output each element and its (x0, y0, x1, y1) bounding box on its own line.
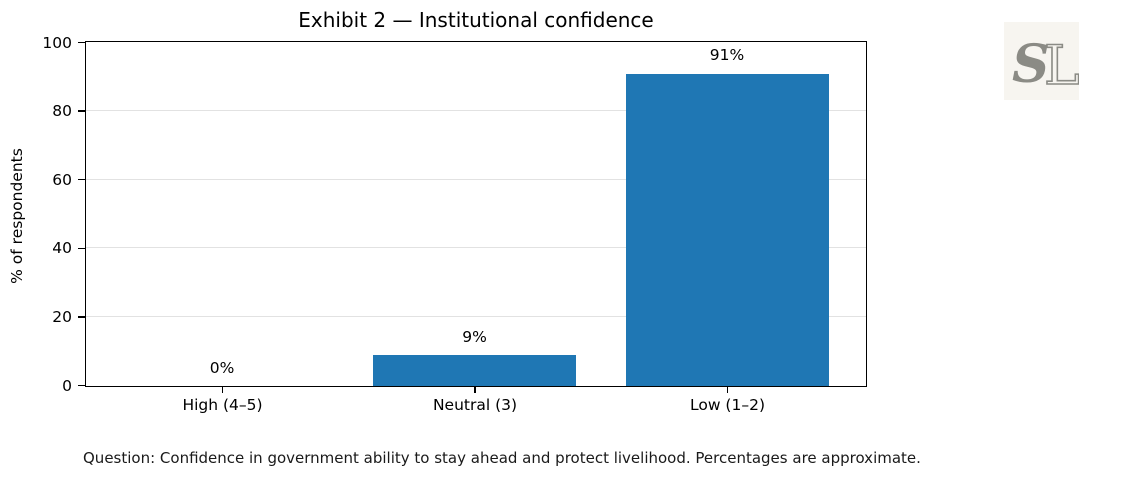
gridline (86, 178, 866, 180)
y-tick-mark (78, 384, 85, 387)
logo-background (1004, 22, 1079, 100)
y-tick-label: 80 (52, 102, 72, 121)
bar-neutral (373, 355, 576, 386)
bar-value-label: 9% (462, 327, 487, 346)
y-tick-mark (78, 41, 85, 44)
y-tick-label: 40 (52, 239, 72, 258)
gridline (86, 247, 866, 249)
y-tick-label: 20 (52, 307, 72, 326)
x-tick-mark (474, 387, 476, 393)
logo-letter-l-icon: L (1044, 34, 1079, 97)
plot-area: 0% 9% 91% (85, 41, 867, 387)
bar-value-label: 91% (709, 46, 745, 65)
chart-title: Exhibit 2 — Institutional confidence (298, 8, 654, 32)
y-tick-mark (78, 316, 85, 318)
x-tick-label: Neutral (3) (432, 396, 518, 414)
x-tick-label: Low (1–2) (689, 396, 766, 414)
gridline (86, 315, 866, 317)
chart-footnote-caption: Question: Confidence in government abili… (83, 449, 921, 467)
logo-monogram-graphic: S L (1004, 22, 1079, 100)
x-tick-mark (221, 387, 224, 393)
y-tick-mark (78, 110, 85, 112)
x-tick-label: High (4–5) (182, 396, 263, 414)
logo-letter-s-icon: S (1012, 34, 1050, 95)
y-tick-label: 0 (62, 376, 72, 395)
y-tick-mark (78, 247, 85, 250)
gridline (86, 110, 866, 112)
y-tick-label: 60 (52, 170, 72, 189)
bar-value-label: 0% (209, 358, 235, 377)
x-tick-mark (726, 387, 729, 393)
y-tick-mark (78, 178, 85, 181)
bar-low (625, 73, 829, 386)
y-tick-label: 100 (42, 33, 72, 52)
logo: S L (1004, 22, 1079, 100)
